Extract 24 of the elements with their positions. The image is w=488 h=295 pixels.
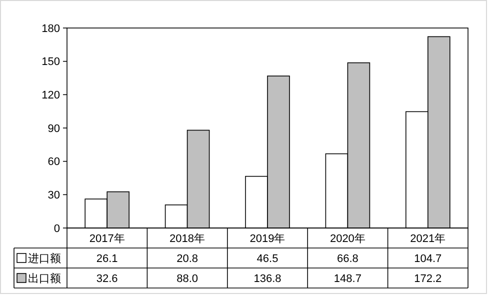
legend-label: 进口额	[28, 252, 61, 265]
data-label: 26.1	[96, 252, 118, 265]
x-tick-label: 2019年	[250, 232, 286, 245]
x-tick-label: 2021年	[410, 232, 446, 245]
y-tick-label: 60	[48, 156, 60, 168]
x-tick-label: 2017年	[89, 232, 125, 245]
x-tick-label: 2018年	[170, 232, 206, 245]
data-label: 46.5	[256, 252, 278, 265]
y-tick-label: 30	[48, 190, 60, 202]
legend-label: 出口额	[28, 272, 61, 285]
data-label: 32.6	[96, 272, 118, 285]
data-label: 20.8	[176, 252, 198, 265]
y-tick-label: 150	[42, 56, 60, 68]
x-tick-label: 2020年	[330, 232, 366, 245]
data-label: 172.2	[414, 272, 442, 285]
data-label: 88.0	[176, 272, 198, 285]
data-label: 136.8	[254, 272, 282, 285]
data-label: 104.7	[414, 252, 442, 265]
y-tick-label: 90	[48, 122, 60, 135]
y-tick-label: 0	[54, 222, 60, 235]
data-label: 148.7	[334, 272, 362, 285]
y-tick-label: 120	[42, 90, 60, 102]
y-tick-label: 180	[42, 22, 60, 35]
data-label: 66.8	[336, 252, 358, 265]
